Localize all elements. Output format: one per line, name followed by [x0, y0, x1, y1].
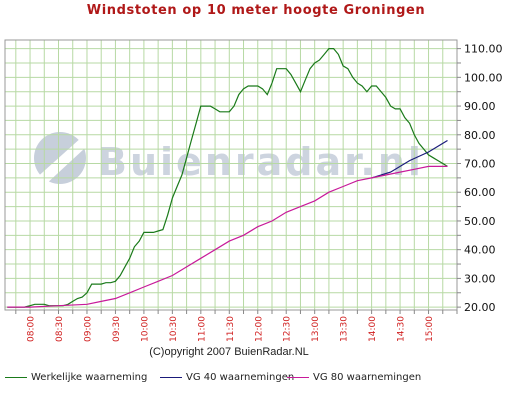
x-tick-label: 09:00 — [83, 316, 93, 342]
x-tick-label: 09:30 — [112, 316, 122, 342]
x-tick-label: 10:00 — [140, 316, 150, 342]
chart-legend: Werkelijke waarneming VG 40 waarnemingen V… — [0, 368, 512, 386]
x-tick-label: 14:30 — [397, 316, 407, 342]
series-line-0 — [7, 47, 448, 308]
x-tick-label: 13:30 — [340, 316, 350, 342]
x-tick-label: 13:00 — [311, 316, 321, 342]
chart-title: Windstoten op 10 meter hoogte Groningen — [86, 3, 426, 18]
x-tick-label: 10:30 — [169, 316, 179, 342]
legend-label: Werkelijke waarneming — [31, 371, 148, 383]
series-lines — [7, 47, 448, 308]
legend-swatch — [160, 376, 182, 378]
x-tick-label: 12:30 — [283, 316, 293, 342]
y-tick-label: 40.00 — [464, 244, 496, 257]
legend-swatch — [287, 376, 309, 378]
y-tick-label: 20.00 — [464, 301, 496, 314]
y-tick-label: 90.00 — [464, 100, 496, 113]
legend-label: VG 80 waarnemingen — [313, 371, 422, 383]
y-tick-label: 60.00 — [464, 186, 496, 199]
plot-frame — [4, 39, 458, 311]
legend-item: VG 40 waarnemingen — [160, 368, 294, 386]
watermark-swoosh-icon — [34, 128, 98, 186]
y-tick-label: 70.00 — [464, 158, 496, 171]
y-tick-label: 100.00 — [464, 71, 503, 84]
x-tick-label: 12:00 — [254, 316, 264, 342]
copyright-text: (C)opyright 2007 BuienRadar.NL — [149, 346, 309, 358]
series-line-2 — [7, 165, 448, 308]
x-tick-label: 14:00 — [368, 316, 378, 342]
x-tick-label: 11:00 — [197, 316, 207, 342]
x-tick-label: 15:00 — [425, 316, 435, 342]
y-tick-label: 30.00 — [464, 272, 496, 285]
y-tick-label: 50.00 — [464, 215, 496, 228]
legend-item: VG 80 waarnemingen — [287, 368, 421, 386]
y-tick-label: 80.00 — [464, 129, 496, 142]
legend-swatch — [5, 376, 27, 378]
legend-item: Werkelijke waarneming — [5, 368, 147, 386]
x-tick-label: 11:30 — [226, 316, 236, 342]
y-axis: 20.00 30.00 40.00 50.00 60.00 70.00 80.00 90.00… — [457, 43, 503, 314]
x-axis: 08:00 08:30 09:00 09:30 10:00 10:30 11:00 11:30… — [15, 310, 458, 342]
x-tick-label: 08:00 — [27, 316, 37, 342]
y-tick-label: 110.00 — [464, 43, 503, 56]
x-tick-label: 08:30 — [55, 316, 65, 342]
legend-label: VG 40 waarnemingen — [186, 371, 295, 383]
series-line-1 — [371, 139, 448, 179]
watermark-text: Buienradar.nl — [98, 140, 424, 184]
